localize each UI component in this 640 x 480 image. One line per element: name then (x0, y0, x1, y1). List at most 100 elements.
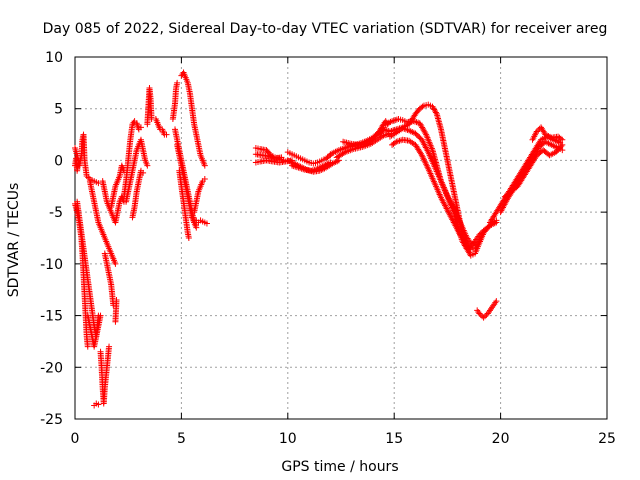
data-series (86, 178, 119, 267)
data-point (432, 109, 439, 116)
data-series (72, 155, 82, 174)
data-point (137, 124, 144, 131)
data-series (74, 198, 102, 340)
x-tick-label: 10 (279, 431, 297, 447)
data-point (84, 343, 91, 350)
x-tick-label: 25 (598, 431, 616, 447)
data-point (423, 161, 430, 168)
data-series (112, 297, 120, 325)
x-tick-label: 0 (71, 431, 80, 447)
data-point (112, 260, 119, 267)
data-point (144, 162, 151, 169)
data-point (97, 312, 104, 319)
data-point (140, 169, 147, 176)
data-point (419, 103, 426, 110)
data-point (106, 343, 113, 350)
y-tick-label: -5 (49, 205, 63, 221)
y-tick-label: -20 (40, 360, 63, 376)
data-point (201, 176, 208, 183)
data-series (91, 400, 102, 409)
axis-ticks: 0 5 10 15 20 25 -25 -20 -15 -10 -5 0 5 10 (40, 50, 616, 447)
data-series (123, 136, 151, 205)
data-point (493, 219, 500, 226)
data-point (113, 297, 120, 304)
data-point (335, 157, 342, 164)
data-series (144, 85, 155, 128)
data-point (558, 143, 565, 150)
data-point (422, 159, 429, 166)
data-point (185, 235, 192, 241)
data-point (420, 155, 427, 162)
x-tick-label: 20 (492, 431, 510, 447)
data-point (75, 160, 82, 167)
data-point (481, 313, 488, 320)
data-series (333, 130, 393, 161)
data-point (418, 152, 425, 159)
data-series (84, 312, 104, 350)
data-series (189, 214, 210, 227)
data-series (501, 141, 566, 200)
data-series (191, 176, 208, 216)
data-point (549, 150, 556, 157)
y-tick-label: 10 (45, 50, 63, 66)
data-point (421, 158, 428, 165)
data-point (559, 141, 566, 148)
data-series (129, 167, 147, 221)
chart-title: Day 085 of 2022, Sidereal Day-to-day VTE… (43, 21, 608, 37)
data-point (203, 220, 210, 227)
data-point (278, 154, 285, 161)
data-series (386, 125, 474, 247)
x-tick-label: 5 (177, 431, 186, 447)
plot-frame (74, 56, 608, 420)
data-point (557, 135, 564, 142)
data-series (474, 298, 500, 321)
data-series (108, 162, 127, 210)
data-point (493, 298, 500, 305)
data-point (423, 162, 430, 169)
data-point (340, 150, 347, 157)
data-point (134, 123, 141, 130)
data-point (424, 164, 431, 171)
y-axis-label: SDTVAR / TECUs (6, 183, 22, 298)
y-tick-label: -15 (40, 309, 63, 325)
data-point (419, 153, 426, 160)
data-point (533, 128, 540, 135)
data-point (559, 136, 566, 143)
data-point (391, 139, 398, 146)
data-point (327, 159, 334, 166)
data-series (289, 159, 334, 174)
data-series (284, 149, 334, 167)
data-series (529, 124, 566, 143)
data-series (389, 136, 487, 253)
data-point (422, 130, 429, 137)
y-tick-label: -10 (40, 257, 63, 273)
data-point (480, 229, 487, 236)
data-series (97, 343, 113, 407)
y-tick-label: -25 (40, 412, 63, 428)
data-series (72, 131, 102, 187)
data-point (467, 240, 474, 247)
data-point (95, 401, 102, 408)
y-tick-label: 0 (54, 153, 63, 169)
x-axis-label: GPS time / hours (281, 459, 398, 475)
data-point (201, 162, 208, 169)
data-series (101, 250, 117, 309)
data-series (252, 157, 296, 166)
data-series (152, 116, 170, 138)
data-series (178, 69, 208, 169)
data-point (174, 79, 181, 86)
y-tick-label: 5 (54, 102, 63, 118)
data-point (193, 224, 200, 231)
data-marks (72, 69, 566, 409)
grid-lines (75, 57, 607, 419)
data-point (135, 124, 142, 131)
data-series (497, 138, 566, 216)
data-point (477, 311, 484, 318)
data-point (476, 310, 483, 317)
data-series (169, 79, 181, 123)
data-point (480, 314, 487, 321)
data-series (176, 167, 192, 241)
data-series (252, 151, 285, 162)
x-tick-label: 15 (385, 431, 403, 447)
